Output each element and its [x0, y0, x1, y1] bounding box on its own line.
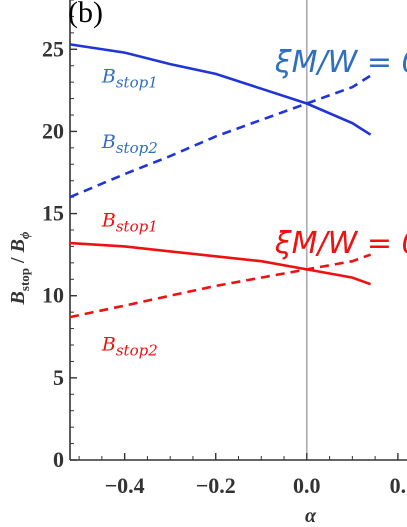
group-label-red: ξM/W = 0.0 — [274, 226, 407, 261]
x-tick-label: −0.2 — [196, 473, 236, 498]
y-tick-label: 15 — [42, 201, 64, 226]
x-tick-label: −0.4 — [105, 473, 145, 498]
x-axis-title: α — [305, 505, 317, 527]
panel-label: (b) — [68, 0, 103, 29]
series-line-red-bstop2 — [69, 253, 372, 319]
y-tick-label: 0 — [53, 447, 64, 472]
y-tick-label: 5 — [53, 365, 64, 390]
axes: 0 5 10 15 20 25 −0.4 −0.2 0.0 0. — [42, 0, 407, 498]
y-axis-title: Bstop / Bϕ — [7, 231, 32, 305]
curves — [69, 43, 372, 319]
x-tick-label: 0.0 — [293, 473, 321, 498]
curve-label-blue-bstop1: Bstop1 — [101, 66, 158, 92]
curve-label-red-bstop2: Bstop2 — [101, 334, 158, 360]
series-line-blue-bstop2 — [69, 74, 372, 199]
curve-labels: Bstop1 Bstop2 Bstop1 Bstop2 ξM/W = 0.0 ξM/W =… — [101, 45, 407, 360]
y-tick-label: 20 — [42, 118, 64, 143]
y-tick-label: 25 — [42, 36, 64, 61]
y-tick-label: 10 — [42, 283, 64, 308]
curve-label-blue-bstop2: Bstop2 — [101, 131, 158, 157]
group-label-blue: ξM/W = 0.0 — [274, 45, 407, 80]
series-line-red-bstop1 — [69, 241, 372, 286]
x-tick-label: 0. — [390, 473, 407, 498]
series-line-blue-bstop1 — [69, 43, 372, 136]
curve-label-red-bstop1: Bstop1 — [101, 209, 158, 235]
